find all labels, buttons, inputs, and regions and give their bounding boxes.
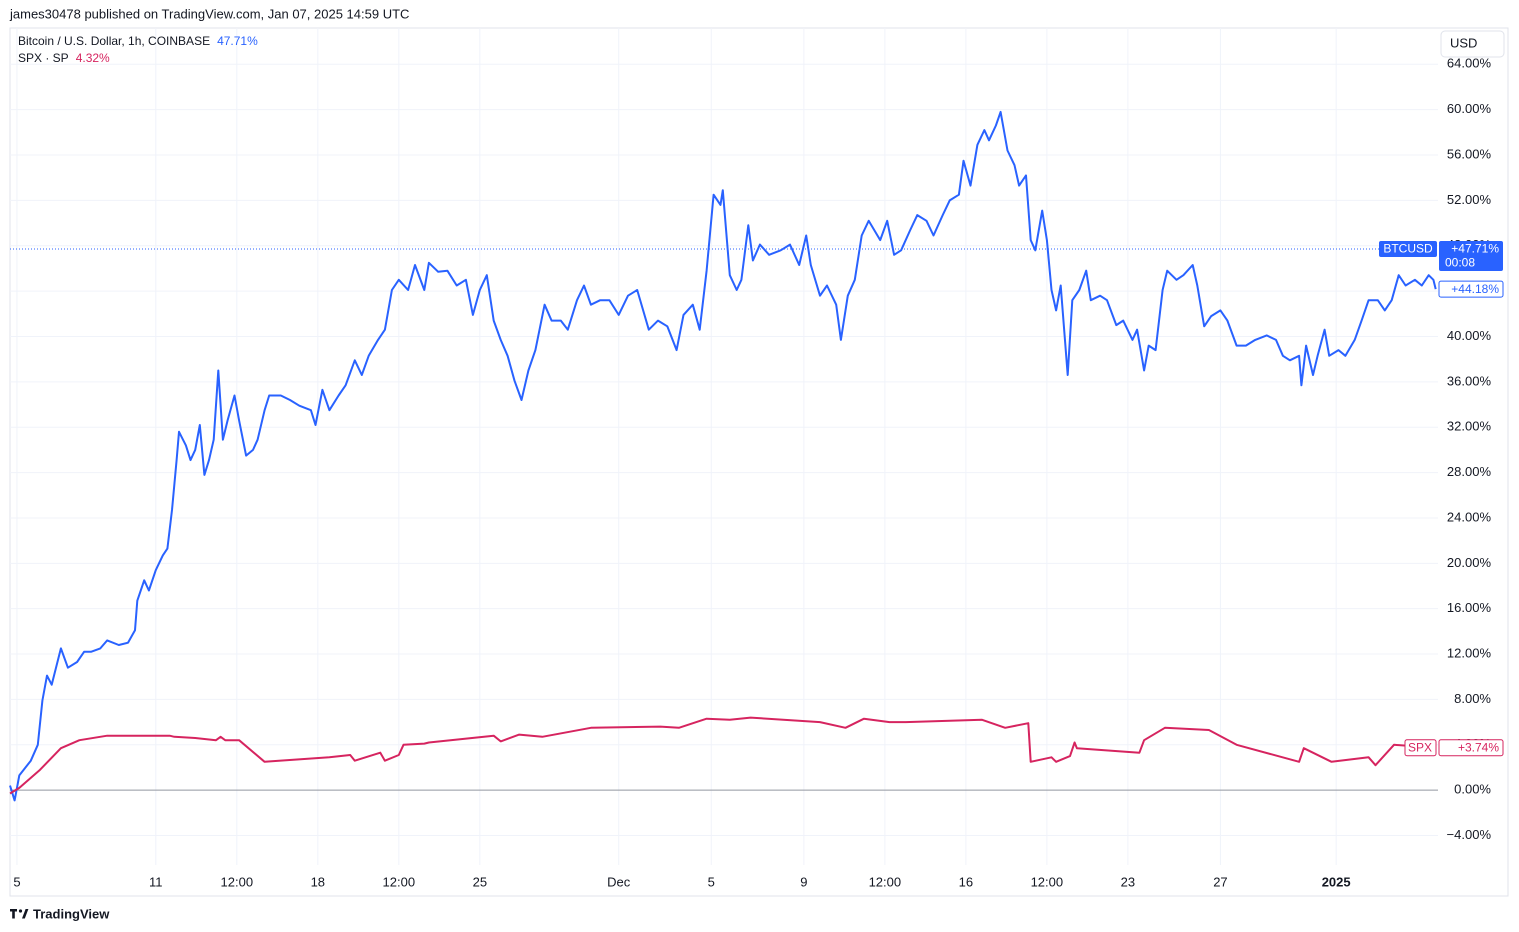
symbol-box	[1404, 739, 1437, 757]
y-tick-label: 60.00%	[1447, 101, 1492, 116]
symbol-label: SPX	[1408, 740, 1432, 754]
countdown: 00:08	[1445, 256, 1475, 270]
symbol-label: BTCUSD	[1383, 242, 1433, 256]
y-tick-label: 52.00%	[1447, 192, 1492, 207]
x-tick-label: 23	[1121, 874, 1135, 889]
logo-slash	[22, 909, 29, 919]
currency-button[interactable]	[1440, 30, 1505, 58]
legend-name: Bitcoin / U.S. Dollar, 1h, COINBASE	[18, 34, 210, 48]
symbol-box	[1379, 241, 1437, 258]
y-tick-label: 32.00%	[1447, 419, 1492, 434]
x-tick-label: 25	[473, 874, 487, 889]
y-tick-label: 16.00%	[1447, 600, 1492, 615]
series-line	[9, 110, 1437, 802]
y-tick-label: 56.00%	[1447, 146, 1492, 161]
legend: Bitcoin / U.S. Dollar, 1h, COINBASE 47.71…	[18, 34, 258, 65]
x-tick-label: 27	[1213, 874, 1227, 889]
x-tick-label: 12:00	[221, 874, 254, 889]
y-tick-label: 0.00%	[1454, 782, 1491, 797]
y-tick-label: −4.00%	[1447, 827, 1492, 842]
frame	[9, 27, 1509, 897]
legend-value: 4.32%	[76, 51, 110, 65]
y-tick-label: 24.00%	[1447, 509, 1492, 524]
last-value-box	[1438, 280, 1504, 298]
x-tick-label: 12:00	[383, 874, 416, 889]
x-tick-label: 11	[149, 874, 163, 889]
last-value-box	[1438, 739, 1504, 757]
footer-logo	[10, 909, 29, 919]
legend-value: 47.71%	[217, 34, 258, 48]
grid	[10, 28, 1438, 865]
x-tick-label: 18	[311, 874, 325, 889]
last-value-label: +3.74%	[1458, 740, 1499, 754]
currency-label[interactable]: USD	[1450, 35, 1477, 50]
x-tick-label: 5	[13, 874, 20, 889]
y-tick-label: 8.00%	[1454, 691, 1491, 706]
logo-mark	[10, 909, 17, 919]
y-tick-label: 40.00%	[1447, 328, 1492, 343]
x-tick-label: 12:00	[1031, 874, 1064, 889]
header: james30478 published on TradingView.com,…	[9, 6, 409, 21]
y-tick-label: 64.00%	[1447, 56, 1492, 71]
plot-area	[9, 110, 1438, 802]
y-tick-label: 12.00%	[1447, 645, 1492, 660]
x-tick-label: 2025	[1322, 874, 1351, 889]
y-tick-label: 36.00%	[1447, 373, 1492, 388]
change-box	[1439, 241, 1503, 272]
change-axis-label: +47.71%	[1451, 242, 1499, 256]
series-line	[9, 716, 1436, 795]
footer-brand: TradingView	[33, 906, 110, 921]
legend-name: SPX · SP	[18, 51, 69, 65]
logo-dot	[18, 909, 23, 913]
y-tick-label: 28.00%	[1447, 464, 1492, 479]
x-tick-label: 16	[959, 874, 973, 889]
x-tick-label: Dec	[607, 874, 631, 889]
axes: −4.00%0.00%4.00%8.00%12.00%16.00%20.00%2…	[13, 56, 1504, 889]
x-tick-label: 5	[708, 874, 715, 889]
x-tick-label: 12:00	[869, 874, 902, 889]
last-value-label: +44.18%	[1451, 282, 1499, 296]
y-tick-label: 20.00%	[1447, 555, 1492, 570]
x-tick-label: 9	[800, 874, 807, 889]
